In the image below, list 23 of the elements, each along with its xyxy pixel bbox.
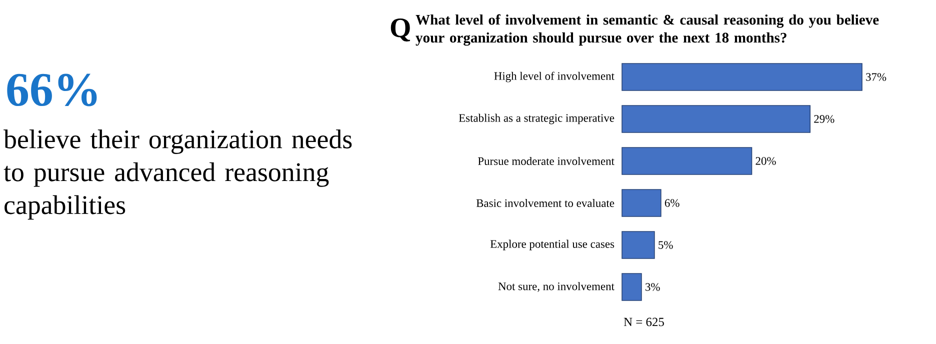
data-label: 29% bbox=[814, 115, 834, 123]
data-label: 37% bbox=[866, 73, 886, 81]
y-tick-label: Not sure, no involvement bbox=[498, 282, 614, 292]
bar bbox=[622, 63, 862, 91]
y-tick-label: Pursue moderate involvement bbox=[478, 156, 614, 166]
bar bbox=[622, 231, 655, 259]
data-label: 3% bbox=[646, 283, 660, 291]
bar bbox=[622, 273, 642, 301]
bar bbox=[622, 147, 752, 175]
data-label: 6% bbox=[664, 199, 680, 207]
y-tick-label: Establish as a strategic imperative bbox=[458, 114, 614, 124]
bar bbox=[622, 189, 662, 217]
text: N = 625 bbox=[624, 318, 664, 326]
text: 66% bbox=[7, 74, 97, 106]
chart-title: What level of involvement in semantic & causal reasoning do you believe your organization should pursue over the next 18 months? bbox=[416, 14, 879, 46]
text: believe their organization needs to pursue advanced reasoning capabilities bbox=[4, 130, 352, 220]
y-tick-label: High level of involvement bbox=[494, 72, 614, 82]
data-label: 20% bbox=[756, 157, 776, 165]
y-tick-label: Explore potential use cases bbox=[490, 240, 614, 250]
text: Q bbox=[390, 18, 410, 42]
data-label: 5% bbox=[658, 241, 673, 249]
y-tick-label: Basic involvement to evaluate bbox=[476, 198, 614, 208]
bar bbox=[622, 105, 811, 133]
